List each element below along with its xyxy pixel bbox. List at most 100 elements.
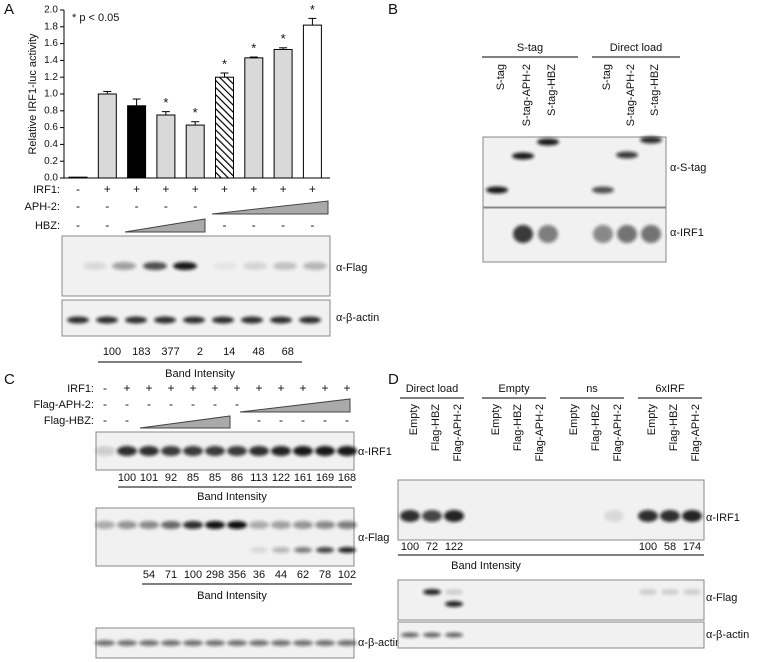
y-tick-label: 0.6 (44, 122, 58, 133)
band-intensity: 174 (683, 541, 701, 553)
y-tick-label: 2.0 (44, 5, 58, 16)
significance: * (163, 95, 168, 110)
condition-value: + (280, 182, 287, 196)
band (139, 521, 159, 529)
band (273, 262, 297, 270)
band (401, 632, 419, 638)
band-intensity: 377 (161, 346, 179, 358)
band-intensity: 113 (250, 472, 268, 484)
band (315, 521, 335, 529)
band-intensity-label: Band Intensity (165, 368, 235, 380)
band (161, 521, 181, 529)
band (661, 589, 679, 595)
bar (68, 176, 88, 179)
band (270, 316, 292, 324)
band (125, 316, 147, 324)
band (173, 262, 197, 270)
band (161, 640, 181, 646)
band (639, 589, 657, 595)
band-intensity: 72 (426, 541, 438, 553)
group-label: Empty (498, 383, 530, 395)
y-tick-label: 1.8 (44, 21, 58, 32)
lane-label: Flag-APH-2 (612, 404, 624, 461)
condition-value: + (250, 182, 257, 196)
band (183, 640, 203, 646)
lane-label: Empty (568, 404, 580, 436)
lane-label: Flag-HBZ (430, 404, 442, 451)
condition-value: + (167, 381, 174, 395)
lane-label: Empty (646, 404, 658, 436)
band (616, 151, 638, 159)
band (249, 640, 269, 646)
band-intensity: 356 (228, 569, 246, 581)
band (423, 589, 441, 595)
band (617, 225, 637, 243)
band (293, 521, 313, 529)
band (316, 547, 334, 553)
lane-label: S-tag-HBZ (546, 64, 558, 116)
condition-value: + (255, 381, 262, 395)
ramp (124, 218, 206, 233)
lane-label: S-tag-APH-2 (521, 64, 533, 126)
band (271, 521, 291, 529)
band-intensity: 85 (209, 472, 221, 484)
band (241, 316, 263, 324)
band-intensity: 169 (316, 472, 334, 484)
group-label: 6xIRF (655, 383, 685, 395)
band (337, 446, 357, 456)
band (205, 521, 225, 529)
condition-value: - (223, 218, 227, 232)
condition-value: + (189, 381, 196, 395)
band (205, 446, 225, 456)
bar (302, 24, 322, 179)
condition-value: + (299, 381, 306, 395)
band-intensity: 44 (275, 569, 287, 581)
lane-label: Flag-APH-2 (690, 404, 702, 461)
band-intensity: 48 (252, 346, 264, 358)
bar (127, 105, 147, 179)
band (271, 640, 291, 646)
lane-label: Flag-APH-2 (452, 404, 464, 461)
band (445, 632, 463, 638)
band (154, 316, 176, 324)
band (423, 632, 441, 638)
condition-value: - (235, 397, 239, 411)
band (641, 225, 661, 243)
band-intensity: 100 (184, 569, 202, 581)
bar (273, 48, 293, 179)
band-intensity: 168 (338, 472, 356, 484)
condition-value: - (301, 413, 305, 427)
band-intensity: 100 (118, 472, 136, 484)
band (337, 640, 357, 646)
band-intensity: 101 (140, 472, 158, 484)
band (250, 547, 268, 553)
band (638, 510, 658, 522)
band (337, 521, 357, 529)
band (183, 316, 205, 324)
condition-value: - (191, 397, 195, 411)
band (205, 640, 225, 646)
condition-value: - (193, 199, 197, 213)
bar (97, 93, 117, 179)
lane-label: Flag-HBZ (512, 404, 524, 451)
condition-value: - (323, 413, 327, 427)
band-intensity: 92 (165, 472, 177, 484)
band (227, 640, 247, 646)
band (143, 262, 167, 270)
group-label: S-tag (517, 42, 543, 54)
band (67, 316, 89, 324)
band (592, 186, 614, 194)
antibody-label: α-IRF1 (670, 227, 704, 239)
band (444, 510, 464, 522)
y-tick-label: 1.6 (44, 38, 58, 49)
band (83, 262, 107, 270)
condition-value: + (233, 381, 240, 395)
band (117, 446, 137, 456)
antibody-label: α-IRF1 (358, 446, 392, 458)
condition-value: + (321, 381, 328, 395)
ramp (139, 415, 231, 429)
bar (244, 57, 264, 179)
band (538, 225, 558, 243)
condition-value: - (310, 218, 314, 232)
y-axis-title: Relative IRF1-luc activity (27, 33, 39, 155)
